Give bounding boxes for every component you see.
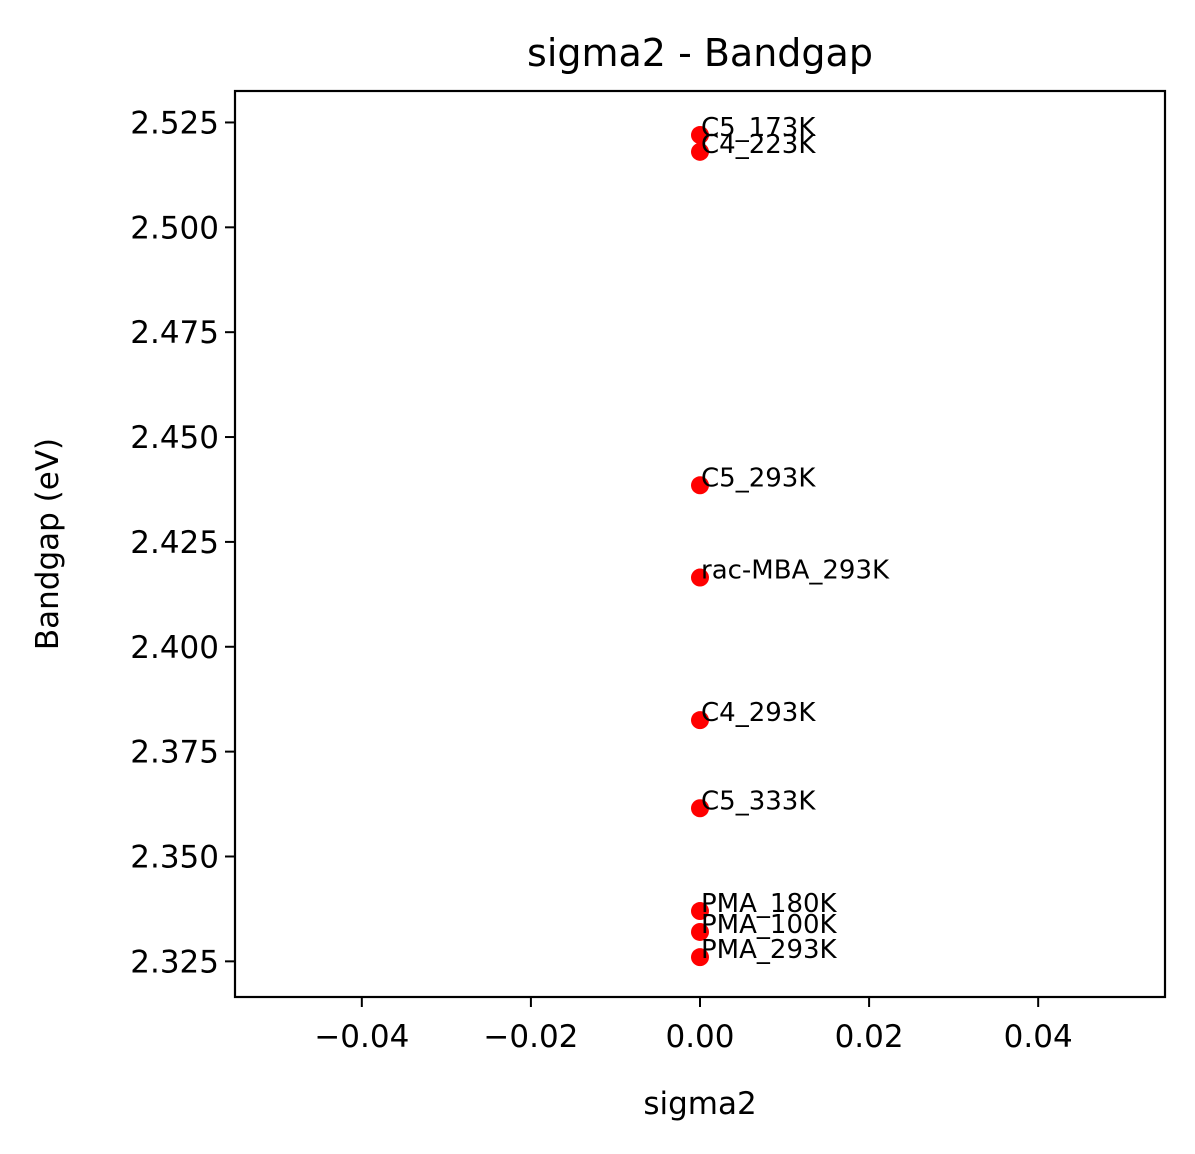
data-point-label: C5_173K (701, 113, 816, 143)
data-point (691, 902, 709, 921)
data-point-label: PMA_180K (701, 889, 838, 919)
data-point-label: rac-MBA_293K (701, 556, 890, 586)
data-point-label: C4_293K (701, 698, 816, 728)
data-point (691, 711, 709, 730)
data-point (691, 126, 709, 145)
data-point-label: C4_223K (701, 130, 816, 160)
x-tick-label: −0.02 (483, 1019, 578, 1055)
x-axis-label: sigma2 (643, 1086, 756, 1122)
y-tick-label: 2.325 (130, 944, 219, 980)
y-axis-label: Bandgap (eV) (30, 438, 66, 650)
x-tick-label: 0.04 (1004, 1019, 1073, 1055)
y-tick-label: 2.375 (130, 735, 219, 771)
data-point (691, 948, 709, 967)
data-point (691, 568, 709, 587)
y-tick-label: 2.475 (130, 315, 219, 351)
x-axis: −0.04 −0.02 0.00 0.02 0.04 (314, 997, 1073, 1055)
chart-title: sigma2 - Bandgap (527, 31, 873, 75)
y-tick-label: 2.525 (130, 105, 219, 141)
x-tick-label: −0.04 (314, 1019, 409, 1055)
data-point-label: C5_293K (701, 463, 816, 493)
data-point (691, 799, 709, 818)
plot-frame (233, 89, 1167, 999)
y-tick-label: 2.500 (130, 210, 219, 246)
y-tick-label: 2.350 (130, 839, 219, 875)
y-axis: 2.325 2.350 2.375 2.400 2.425 2.450 2.475 2.500… (130, 105, 235, 980)
x-tick-label: 0.00 (665, 1019, 734, 1055)
y-tick-label: 2.450 (130, 420, 219, 456)
data-point-label: C5_333K (701, 786, 816, 816)
x-tick-label: 0.02 (835, 1019, 904, 1055)
y-tick-label: 2.400 (130, 630, 219, 666)
data-point (691, 476, 709, 495)
y-tick-label: 2.425 (130, 525, 219, 561)
data-point (691, 142, 709, 161)
data-point-label: PMA_293K (701, 935, 838, 965)
data-point (691, 922, 709, 941)
data-point-label: PMA_100K (701, 910, 838, 940)
